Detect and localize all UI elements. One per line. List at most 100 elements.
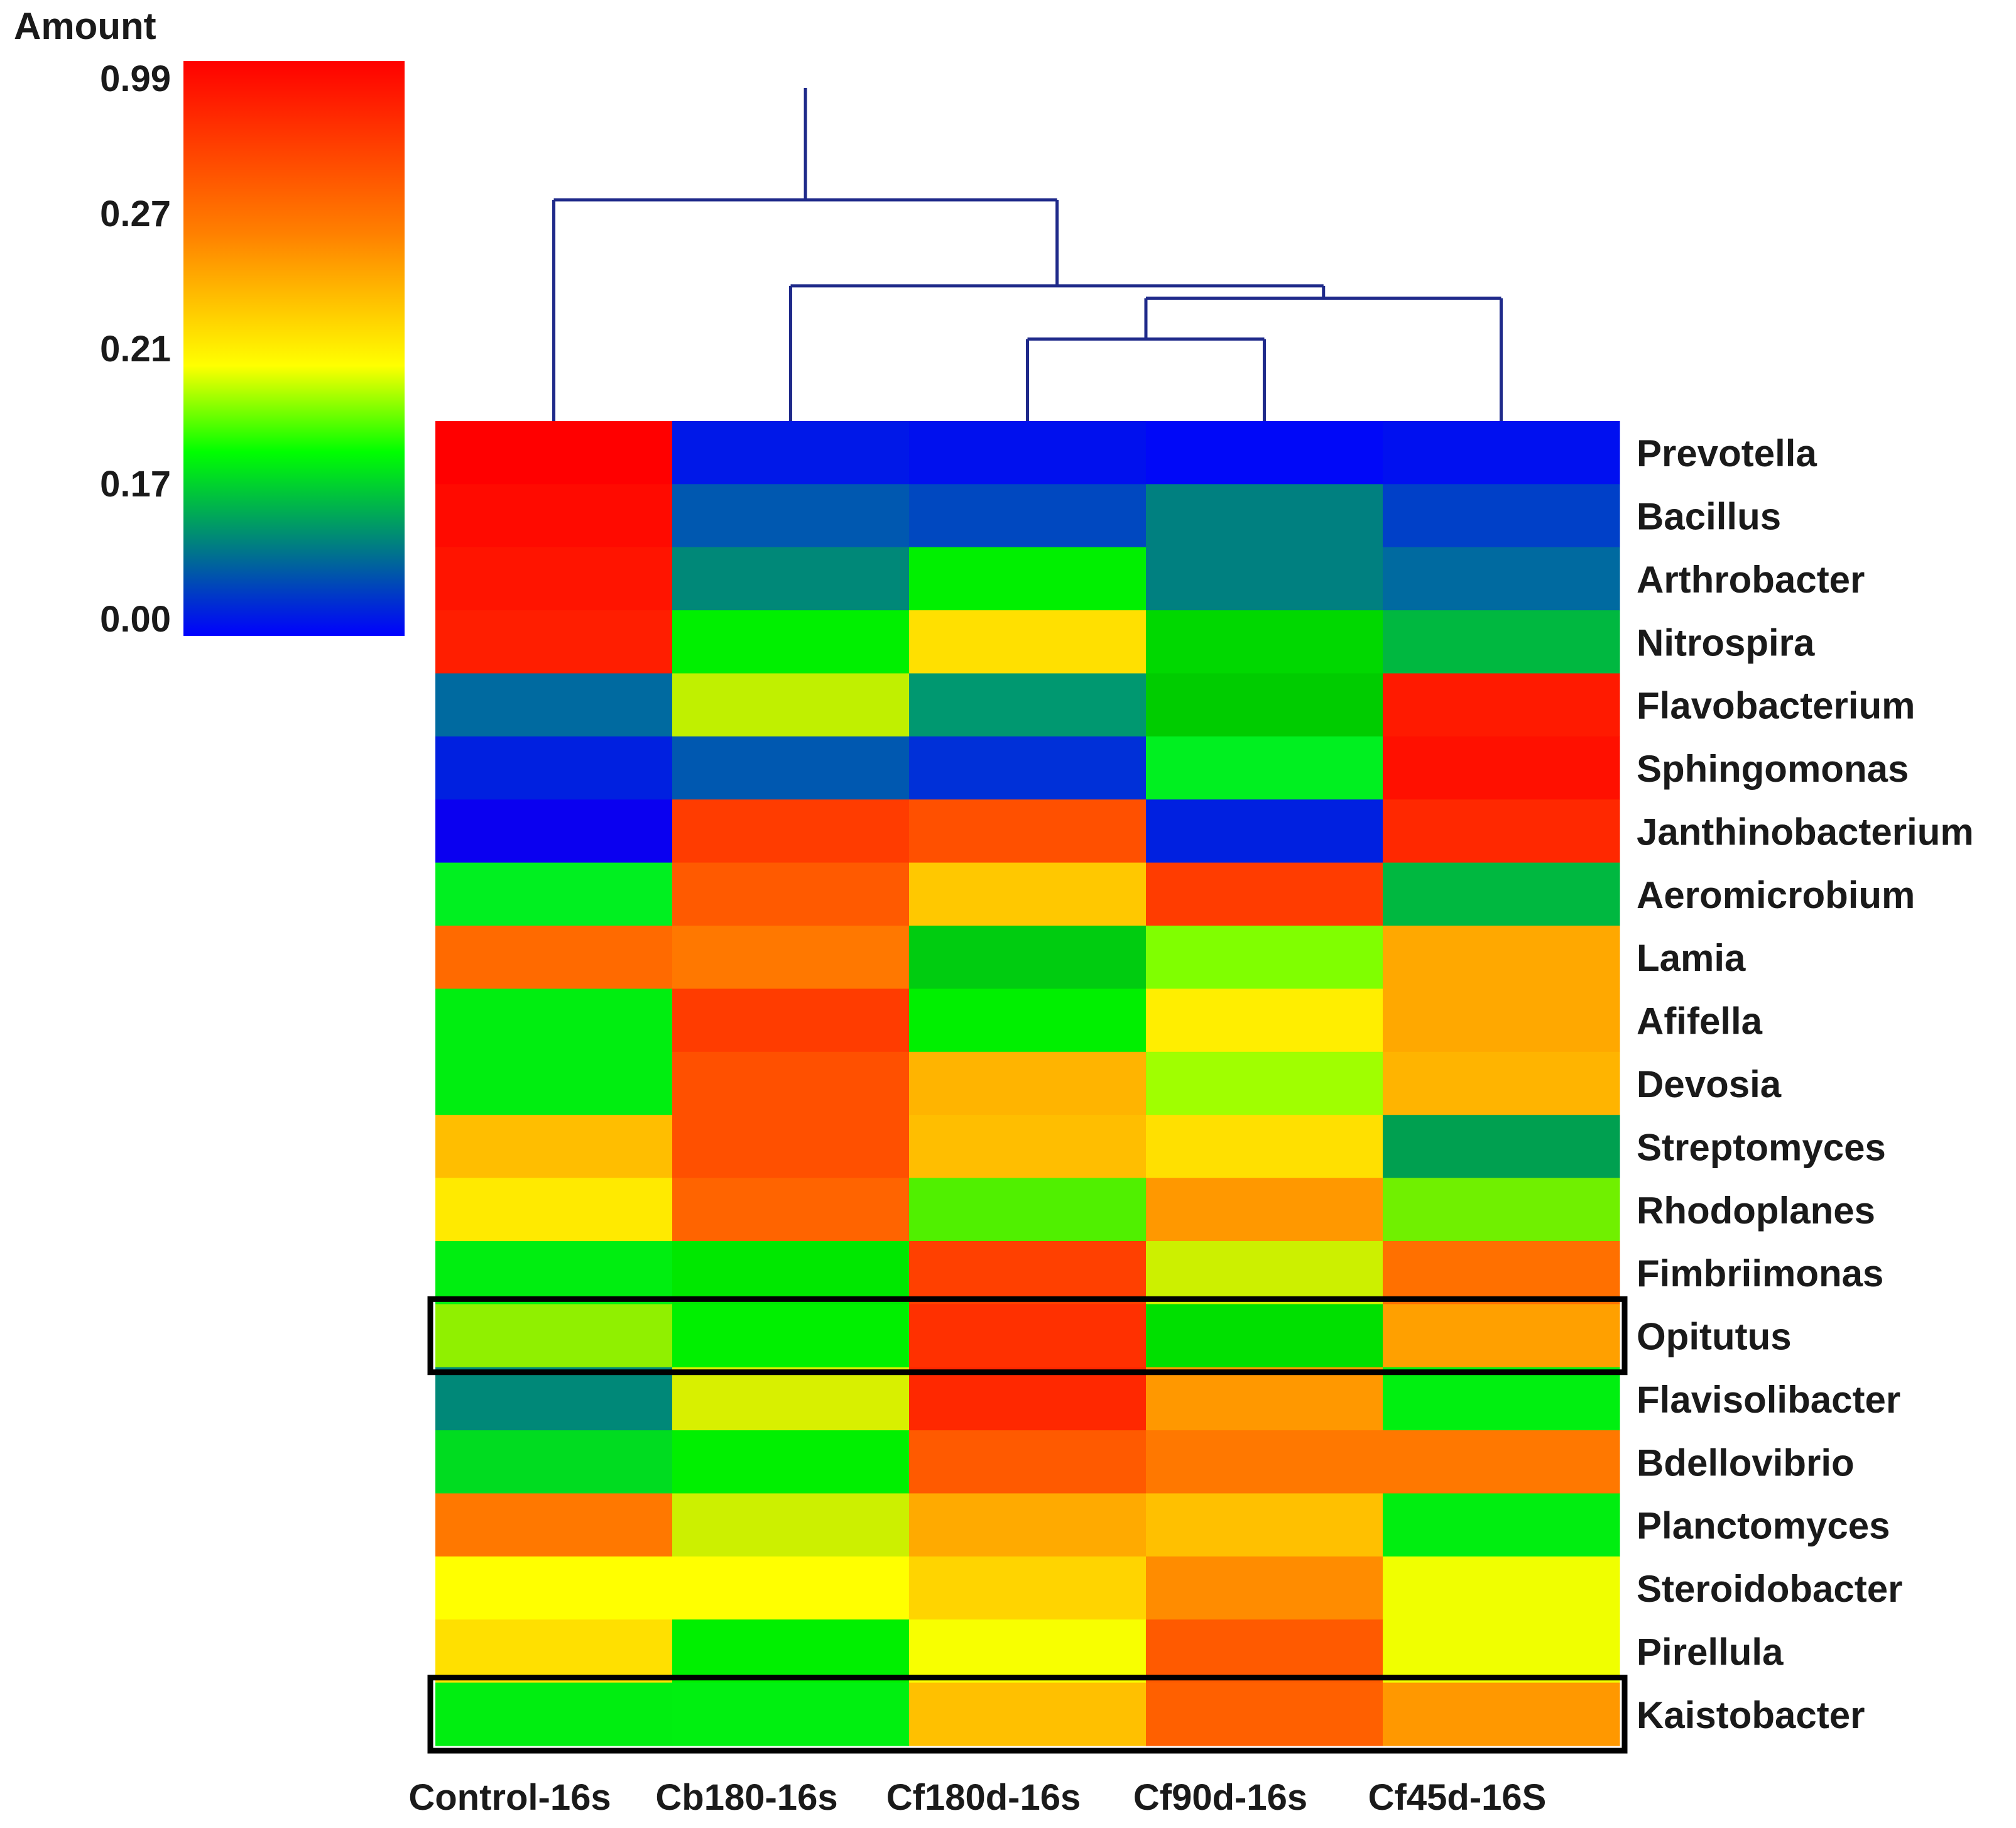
heatmap-cell <box>672 862 910 926</box>
heatmap-cell <box>435 1115 673 1179</box>
row-label: Arthrobacter <box>1637 559 1865 601</box>
heatmap-cell <box>1383 610 1620 674</box>
heatmap-cell <box>1383 1556 1620 1620</box>
heatmap-cell <box>909 736 1147 800</box>
row-label: Janthinobacterium <box>1637 811 1974 853</box>
heatmap-cell <box>909 1682 1147 1746</box>
heatmap-cell <box>435 1556 673 1620</box>
heatmap-cell <box>672 1493 910 1557</box>
legend-tick-label: 0.17 <box>100 464 171 505</box>
heatmap-cell <box>672 421 910 484</box>
heatmap-cell <box>435 1682 673 1746</box>
heatmap-cell <box>1146 1051 1383 1115</box>
heatmap-cell <box>1146 736 1383 800</box>
heatmap-cell <box>909 1619 1147 1683</box>
heatmap-cell <box>1383 673 1620 737</box>
heatmap-cell <box>909 1178 1147 1242</box>
row-label: Nitrospira <box>1637 621 1815 664</box>
row-label: Lamia <box>1637 937 1746 979</box>
heatmap-cell <box>1383 799 1620 863</box>
heatmap-cell <box>1146 1619 1383 1683</box>
heatmap-cell <box>672 1367 910 1431</box>
row-label: Planctomyces <box>1637 1505 1890 1547</box>
heatmap-cell <box>435 610 673 674</box>
row-label: Prevotella <box>1637 432 1817 474</box>
heatmap-cell <box>1146 862 1383 926</box>
heatmap-cell <box>672 1619 910 1683</box>
heatmap-cell <box>909 1493 1147 1557</box>
heatmap-cell <box>909 862 1147 926</box>
highlight-boxes <box>427 1296 1628 1754</box>
column-dendrogram <box>552 88 1503 421</box>
column-label: Cf180d-16s <box>886 1777 1081 1818</box>
heatmap-cell <box>909 421 1147 484</box>
heatmap-cell <box>1146 1556 1383 1620</box>
heatmap-cell <box>1146 421 1383 484</box>
heatmap-cell <box>672 1240 910 1305</box>
heatmap-cell <box>435 1178 673 1242</box>
heatmap-cell <box>1146 799 1383 863</box>
legend-tick-label: 0.27 <box>100 194 171 234</box>
heatmap-cell <box>435 926 673 990</box>
heatmap-cell <box>1146 484 1383 548</box>
heatmap-cell <box>435 1493 673 1557</box>
heatmap-cell <box>435 1619 673 1683</box>
heatmap-cell <box>1146 1178 1383 1242</box>
heatmap-cell <box>672 988 910 1053</box>
heatmap-cell <box>1383 988 1620 1053</box>
heatmap-cell <box>909 1556 1147 1620</box>
heatmap-cell <box>672 926 910 990</box>
heatmap-cell <box>435 736 673 800</box>
heatmap-cell <box>1146 1682 1383 1746</box>
heatmap-cell <box>1383 1493 1620 1557</box>
row-label: Rhodoplanes <box>1637 1190 1875 1232</box>
heatmap-cell <box>909 673 1147 737</box>
heatmap-cell <box>1383 1115 1620 1179</box>
heatmap-cell <box>1383 926 1620 990</box>
row-label: Aeromicrobium <box>1637 874 1915 916</box>
row-label: Kaistobacter <box>1637 1694 1865 1736</box>
row-label: Pirellula <box>1637 1631 1784 1673</box>
heatmap-cell <box>672 799 910 863</box>
heatmap-cell <box>909 799 1147 863</box>
heatmap-cell <box>1146 1304 1383 1368</box>
heatmap-cell <box>1146 1430 1383 1494</box>
row-label: Streptomyces <box>1637 1126 1886 1168</box>
heatmap-cell <box>909 1115 1147 1179</box>
row-label: Opitutus <box>1637 1316 1792 1358</box>
heatmap-cell <box>1146 1493 1383 1557</box>
heatmap-cell <box>1383 1051 1620 1115</box>
row-label: Flavisolibacter <box>1637 1379 1900 1421</box>
heatmap-cells <box>435 421 1620 1746</box>
heatmap-cell <box>672 610 910 674</box>
heatmap-cell <box>672 1115 910 1179</box>
heatmap-cell <box>1146 1115 1383 1179</box>
highlight-box <box>427 1296 1628 1376</box>
heatmap-cell <box>1146 673 1383 737</box>
heatmap-cell <box>672 1051 910 1115</box>
heatmap-cell <box>435 547 673 611</box>
heatmap-cell <box>909 1051 1147 1115</box>
heatmap-cell <box>435 862 673 926</box>
heatmap-cell <box>1383 1430 1620 1494</box>
heatmap-cell <box>909 610 1147 674</box>
heatmap-cell <box>1383 1240 1620 1305</box>
legend-tick-label: 0.99 <box>100 58 171 99</box>
heatmap-cell <box>672 1430 910 1494</box>
row-label: Bacillus <box>1637 496 1781 538</box>
legend-tick-label: 0.21 <box>100 329 171 369</box>
highlight-box <box>427 1675 1628 1754</box>
heatmap-cell <box>1146 988 1383 1053</box>
color-legend: Amount 0.99 0.27 0.21 0.17 0.00 <box>14 5 405 640</box>
heatmap-cell <box>909 988 1147 1053</box>
legend-tick-label: 0.00 <box>100 599 171 640</box>
heatmap-cell <box>1383 547 1620 611</box>
row-label: Fimbriimonas <box>1637 1252 1883 1294</box>
heatmap-cell <box>435 1240 673 1305</box>
heatmap-cell <box>1383 484 1620 548</box>
heatmap-cell <box>1146 926 1383 990</box>
heatmap-cell <box>1146 1367 1383 1431</box>
heatmap-cell <box>1383 1304 1620 1368</box>
heatmap-cell <box>672 1682 910 1746</box>
